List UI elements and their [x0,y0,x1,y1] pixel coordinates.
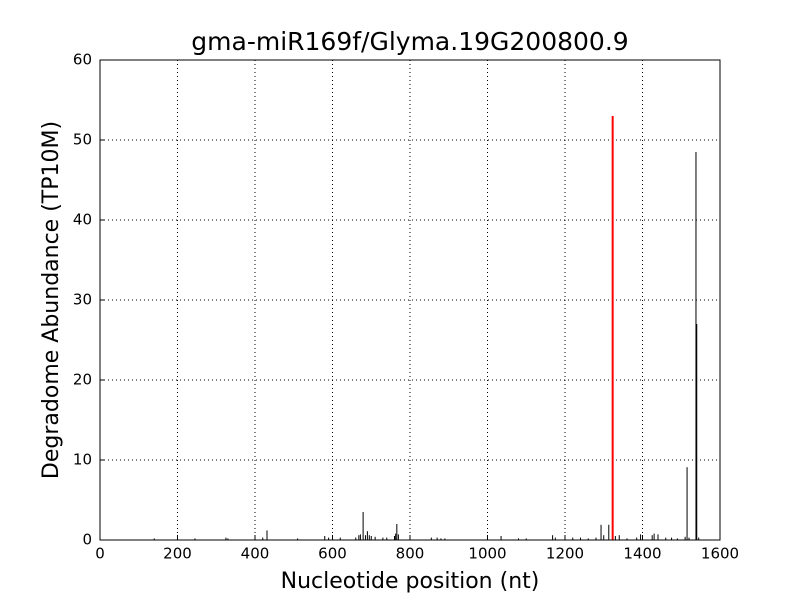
x-tick-label: 200 [163,545,192,563]
y-tick-label: 0 [82,531,92,549]
y-tick-label: 10 [73,451,92,469]
plot-frame [99,59,721,541]
chart-title: gma-miR169f/Glyma.19G200800.9 [191,27,628,56]
x-tick-label: 800 [396,545,425,563]
x-tick-label: 1200 [546,545,584,563]
y-axis-label: Degradome Abundance (TP10M) [39,121,64,479]
x-tick-label: 1400 [623,545,661,563]
y-tick-label: 40 [73,211,92,229]
x-tick-label: 1000 [468,545,506,563]
x-axis-label: Nucleotide position (nt) [281,569,540,594]
y-tick-label: 50 [73,131,92,149]
y-tick-label: 30 [73,291,92,309]
y-tick-label: 60 [73,51,92,69]
x-tick-label: 1600 [701,545,739,563]
y-tick-label: 20 [73,371,92,389]
x-tick-label: 600 [318,545,347,563]
x-tick-label: 0 [95,545,105,563]
x-tick-label: 400 [241,545,270,563]
